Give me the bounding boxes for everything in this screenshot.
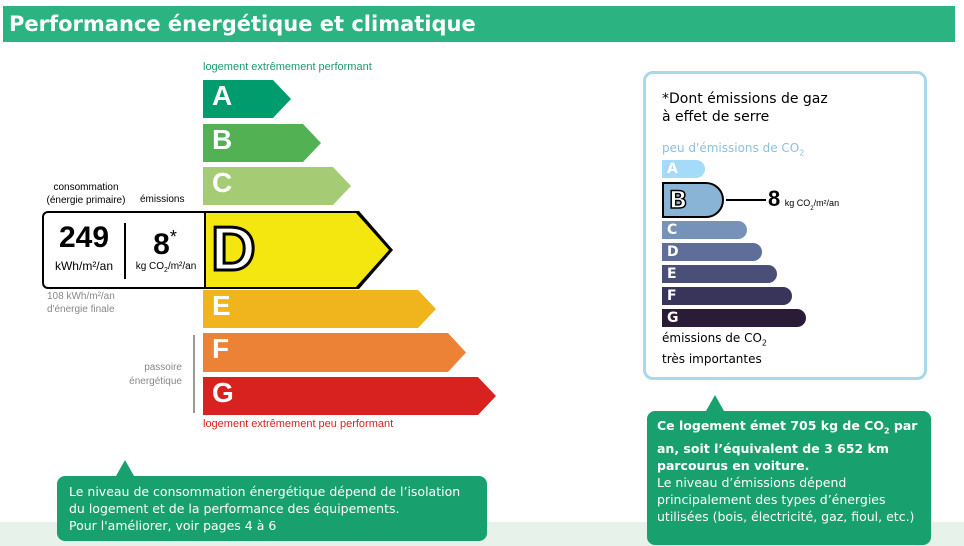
energy-class-d-current: D bbox=[203, 211, 393, 289]
passoire-label: passoire énergétique bbox=[129, 362, 182, 387]
energy-class-a: A bbox=[203, 80, 291, 118]
callout-energy: Le niveau de consommation énergétique dé… bbox=[57, 476, 487, 541]
energy-class-f: F bbox=[203, 333, 466, 372]
emissions-unit: kg CO2/m²/an bbox=[135, 261, 197, 274]
co2-class-g: G bbox=[662, 309, 806, 327]
page-title: Performance énergétique et climatique bbox=[3, 6, 955, 42]
consumption-label: consommation (énergie primaire) bbox=[46, 182, 126, 206]
consumption-value: 249 bbox=[58, 221, 110, 254]
callout-pointer bbox=[706, 395, 724, 411]
bottom-label: logement extrêmement peu performant bbox=[203, 418, 394, 430]
top-label: logement extrêmement performant bbox=[203, 61, 372, 73]
co2-class-b-current: B bbox=[662, 182, 724, 218]
co2-class-a: A bbox=[662, 160, 705, 178]
co2-value: 8 kg CO2/m²/an bbox=[768, 186, 840, 213]
emissions-value: 8* bbox=[153, 227, 177, 261]
callout-pointer bbox=[116, 460, 134, 476]
co2-pointer-line bbox=[726, 199, 766, 201]
consumption-unit: kWh/m²/an bbox=[54, 259, 113, 273]
energy-class-c: C bbox=[203, 167, 351, 205]
energy-class-b: B bbox=[203, 124, 321, 162]
co2-class-f: F bbox=[662, 287, 792, 305]
final-energy: 108 kWh/m²/an d'énergie finale bbox=[47, 291, 115, 315]
co2-class-e: E bbox=[662, 265, 777, 283]
energy-class-g: G bbox=[203, 377, 496, 415]
emissions-label: émissions bbox=[140, 194, 185, 205]
energy-class-e: E bbox=[203, 290, 436, 328]
callout-co2: Ce logement émet 705 kg de CO2 par an, s… bbox=[647, 411, 931, 545]
co2-class-d: D bbox=[662, 243, 762, 261]
passoire-line bbox=[193, 335, 195, 413]
co2-title: *Dont émissions de gaz à effet de serre bbox=[662, 91, 828, 125]
co2-top-label: peu d'émissions de CO2 bbox=[662, 141, 805, 158]
consumption-emissions-box: 249 kWh/m²/an 8* kg CO2/m²/an bbox=[42, 211, 206, 289]
co2-panel bbox=[643, 71, 927, 380]
co2-bottom-label: émissions de CO2 très importantes bbox=[662, 331, 767, 367]
co2-class-c: C bbox=[662, 221, 747, 239]
